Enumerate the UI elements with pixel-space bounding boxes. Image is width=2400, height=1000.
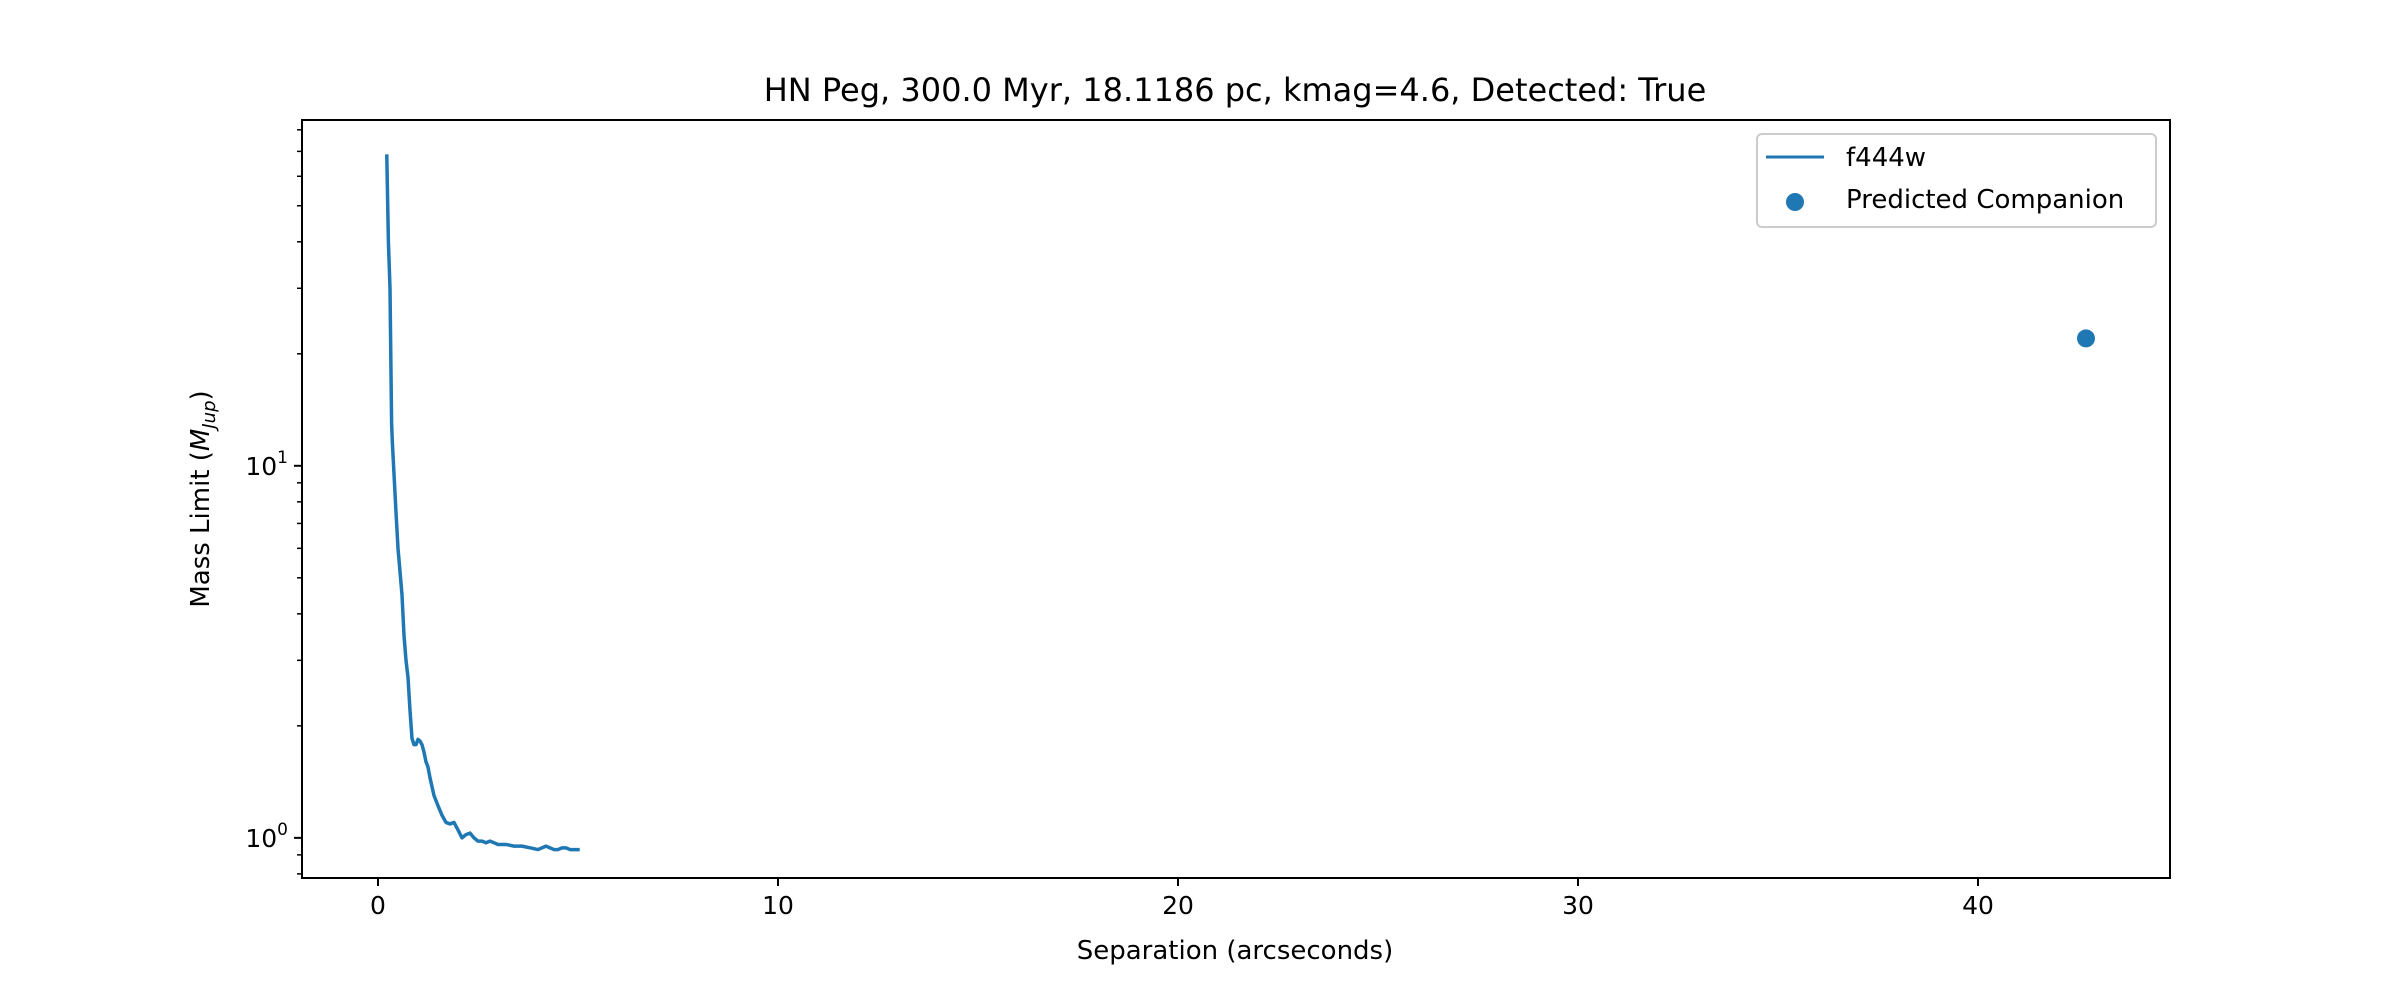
legend-box bbox=[1756, 133, 2157, 228]
chart-title: HN Peg, 300.0 Myr, 18.1186 pc, kmag=4.6,… bbox=[764, 71, 1707, 109]
plot-content bbox=[385, 154, 2095, 852]
y-tick-label: 101 bbox=[245, 448, 288, 481]
y-axis-label-symbol: M bbox=[186, 429, 216, 451]
plot-frame bbox=[301, 119, 2171, 879]
y-tick-label: 100 bbox=[245, 820, 288, 853]
legend-label-f444w: f444w bbox=[1846, 143, 1926, 173]
y-axis-label: Mass Limit (MJup) bbox=[186, 390, 220, 607]
y-axis-label-suffix: ) bbox=[186, 390, 216, 400]
x-tick-label: 10 bbox=[762, 891, 794, 920]
legend: f444w Predicted Companion bbox=[1756, 133, 2157, 228]
x-axis: 0 10 20 30 40 bbox=[370, 878, 1994, 920]
legend-point-marker bbox=[1786, 193, 1804, 211]
y-axis: 100 101 bbox=[245, 129, 302, 875]
x-axis-label: Separation (arcseconds) bbox=[1077, 936, 1394, 966]
x-tick-label: 30 bbox=[1562, 891, 1594, 920]
x-tick-label: 20 bbox=[1162, 891, 1194, 920]
legend-label-predicted-companion: Predicted Companion bbox=[1846, 185, 2124, 215]
x-tick-label: 0 bbox=[370, 891, 386, 920]
series-line-f444w bbox=[385, 154, 580, 852]
y-axis-label-sub: Jup bbox=[199, 400, 220, 431]
x-tick-label: 40 bbox=[1962, 891, 1994, 920]
data-point-predicted-companion bbox=[2077, 329, 2095, 348]
y-axis-label-prefix: Mass Limit ( bbox=[186, 451, 216, 608]
